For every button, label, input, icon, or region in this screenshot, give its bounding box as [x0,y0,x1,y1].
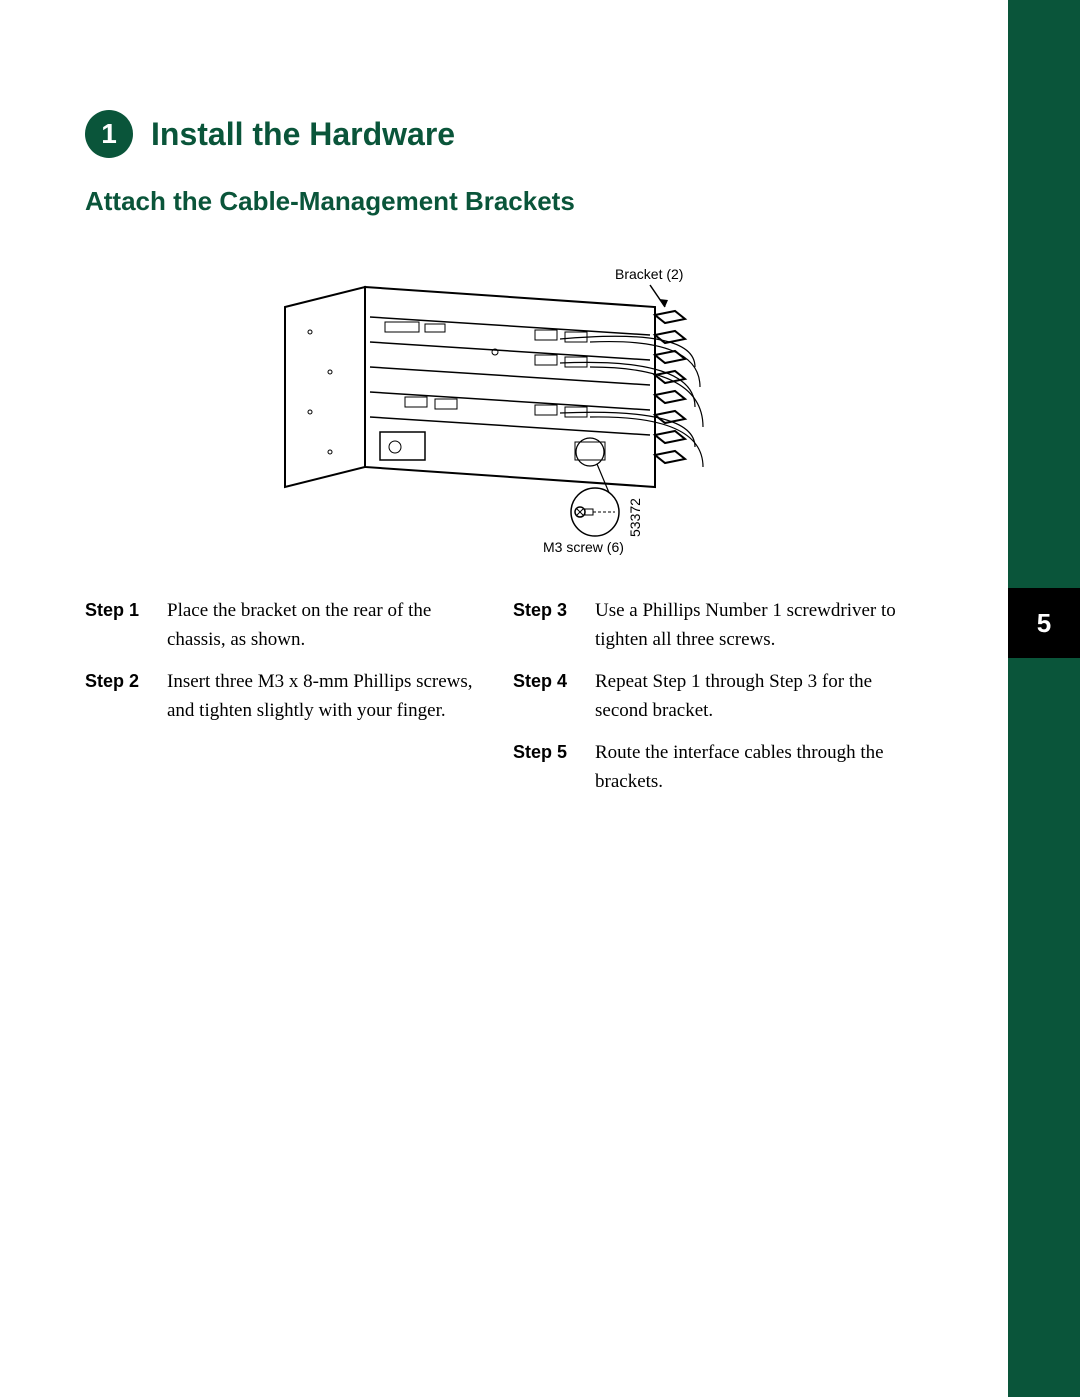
section-number-badge: 1 [85,110,133,158]
step-label: Step 2 [85,668,167,725]
diagram-bracket-label: Bracket (2) [615,266,683,282]
diagram-screw-label: M3 screw (6) [543,539,624,555]
step-label: Step 5 [513,739,595,796]
step-text: Use a Phillips Number 1 screwdriver to t… [595,597,905,654]
step-label: Step 3 [513,597,595,654]
steps-left-column: Step 1 Place the bracket on the rear of … [85,597,477,810]
step-row: Step 5 Route the interface cables throug… [513,739,905,796]
step-row: Step 4 Repeat Step 1 through Step 3 for … [513,668,905,725]
step-text: Route the interface cables through the b… [595,739,905,796]
diagram-container: Bracket (2) M3 screw (6) 53372 [85,247,905,567]
step-row: Step 3 Use a Phillips Number 1 screwdriv… [513,597,905,654]
step-row: Step 1 Place the bracket on the rear of … [85,597,477,654]
step-text: Place the bracket on the rear of the cha… [167,597,477,654]
page-content: 1 Install the Hardware Attach the Cable-… [85,110,905,810]
h1-title: Install the Hardware [151,116,455,153]
steps-columns: Step 1 Place the bracket on the rear of … [85,597,905,810]
step-row: Step 2 Insert three M3 x 8-mm Phillips s… [85,668,477,725]
step-text: Insert three M3 x 8-mm Phillips screws, … [167,668,477,725]
steps-right-column: Step 3 Use a Phillips Number 1 screwdriv… [513,597,905,810]
chassis-diagram: Bracket (2) M3 screw (6) 53372 [275,257,715,557]
h2-title: Attach the Cable-Management Brackets [85,186,905,217]
section-heading: 1 Install the Hardware [85,110,905,158]
step-label: Step 4 [513,668,595,725]
page-tab: 5 [1008,588,1080,658]
diagram-figure-id: 53372 [627,498,643,537]
page-tab-number: 5 [1037,608,1051,639]
step-text: Repeat Step 1 through Step 3 for the sec… [595,668,905,725]
section-number: 1 [101,118,117,150]
step-label: Step 1 [85,597,167,654]
side-accent-bar [1008,0,1080,1397]
